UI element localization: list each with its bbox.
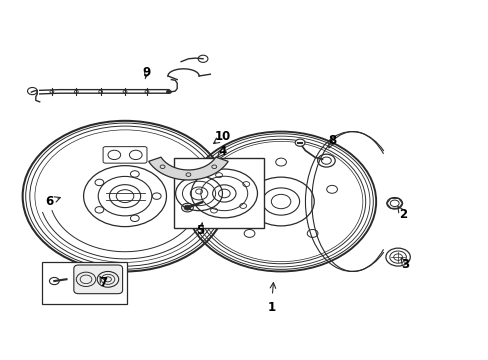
FancyBboxPatch shape: [103, 147, 147, 163]
Polygon shape: [148, 157, 228, 180]
Text: 5: 5: [196, 224, 204, 237]
Text: 4: 4: [218, 145, 226, 158]
Text: 7: 7: [99, 276, 107, 289]
Circle shape: [166, 90, 171, 94]
FancyBboxPatch shape: [74, 265, 122, 294]
Circle shape: [183, 205, 190, 210]
Text: 10: 10: [214, 130, 230, 144]
Text: 9: 9: [142, 66, 151, 79]
Text: 8: 8: [327, 134, 336, 147]
Circle shape: [295, 139, 305, 146]
FancyBboxPatch shape: [42, 262, 127, 304]
Text: 1: 1: [267, 301, 275, 314]
FancyBboxPatch shape: [173, 158, 264, 228]
Text: 3: 3: [401, 258, 408, 271]
Text: 6: 6: [45, 195, 54, 208]
Text: 2: 2: [398, 208, 406, 221]
